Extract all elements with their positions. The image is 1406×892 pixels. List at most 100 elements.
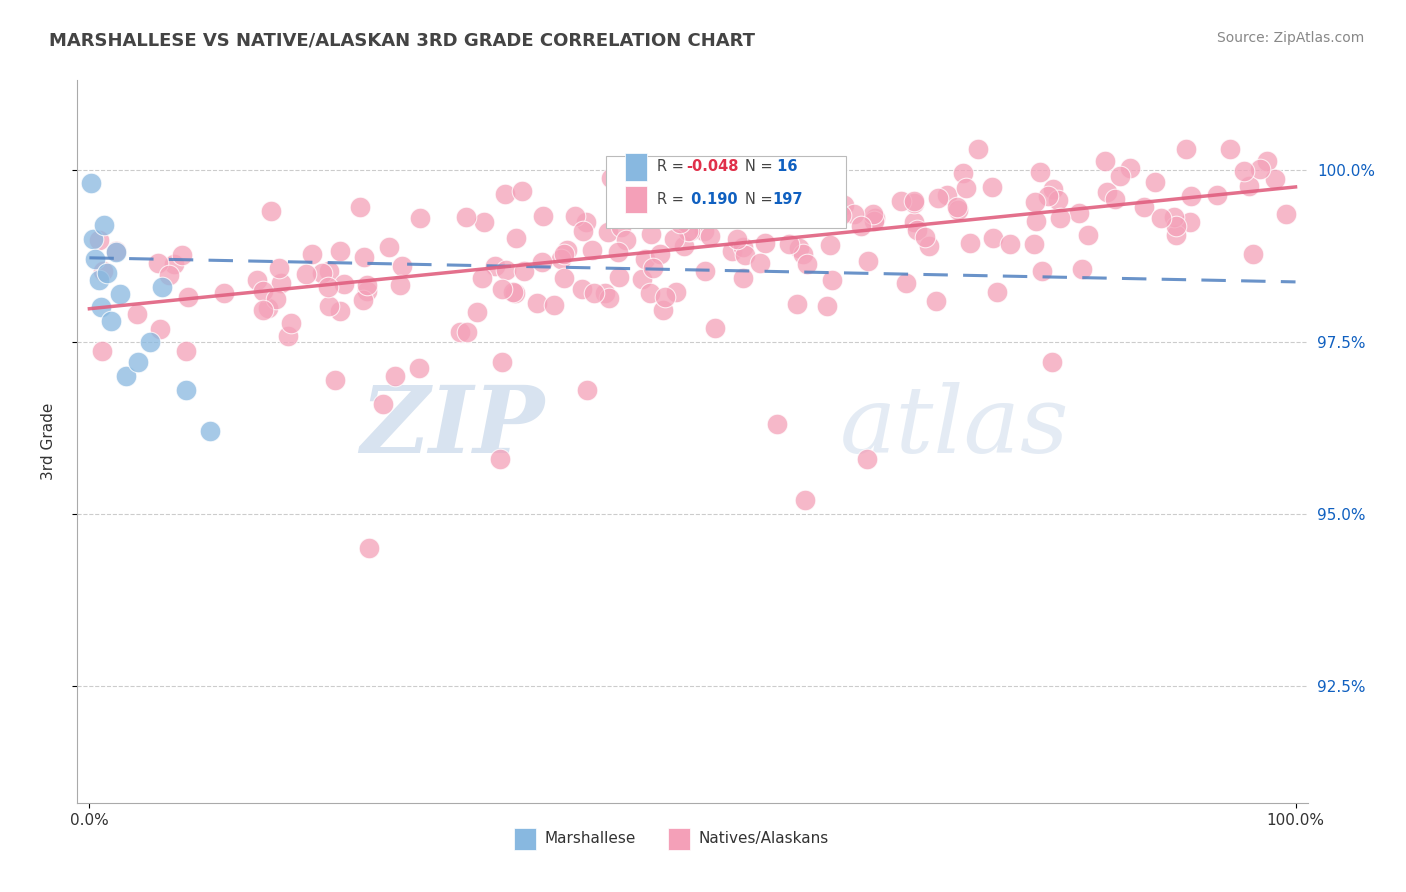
Point [821,273,844,287]
Point [793,493,815,508]
Point [91,264,114,278]
Point [301,247,323,261]
Point [157,268,180,282]
Point [1069,206,1091,220]
Point [1036,188,1059,202]
Point [329,244,352,259]
Point [87,273,110,287]
Text: R =: R = [657,192,689,207]
Point [491,355,513,369]
Point [820,237,842,252]
Point [733,240,755,254]
Text: 0.190: 0.190 [686,192,738,207]
Point [614,233,637,247]
Point [553,247,575,261]
Point [316,280,339,294]
Point [378,240,401,254]
Point [645,207,668,221]
Point [318,264,340,278]
Point [894,276,917,290]
Point [676,224,699,238]
Point [640,227,662,242]
Point [333,277,356,291]
Point [787,242,810,256]
Point [356,278,378,293]
Point [1029,165,1052,179]
Point [503,286,526,301]
Point [582,285,605,300]
Point [665,285,688,300]
Point [952,166,974,180]
Point [725,232,748,246]
Point [862,214,884,228]
FancyBboxPatch shape [668,828,690,850]
Y-axis label: 3rd Grade: 3rd Grade [42,403,56,480]
Point [693,224,716,238]
Point [980,180,1002,194]
Point [163,257,186,271]
Point [513,264,536,278]
Point [1164,228,1187,243]
Point [294,267,316,281]
Point [1219,142,1241,156]
Point [90,301,112,315]
Point [792,246,814,260]
Point [607,269,630,284]
Point [531,209,554,223]
Point [409,211,432,225]
Point [174,383,197,397]
Point [945,200,967,214]
Text: atlas: atlas [841,382,1070,472]
Point [93,218,115,232]
Point [1233,164,1256,178]
Point [174,344,197,359]
Point [815,299,838,313]
Point [1150,211,1173,226]
Point [264,292,287,306]
Point [510,185,533,199]
Point [634,252,657,266]
Point [842,207,865,221]
Text: 16: 16 [772,160,799,174]
Point [79,177,101,191]
Point [679,224,702,238]
Point [252,303,274,318]
Point [673,238,696,252]
FancyBboxPatch shape [515,828,536,850]
Point [114,369,136,384]
Point [610,220,633,235]
Point [640,285,662,300]
Point [654,290,676,304]
Point [564,210,586,224]
Point [1095,185,1118,199]
Point [598,291,620,305]
Point [170,248,193,262]
Point [721,244,744,258]
Point [797,203,820,218]
Point [108,286,131,301]
Point [502,285,524,299]
Point [917,239,939,253]
Point [384,369,406,384]
Point [449,326,471,340]
Point [489,451,512,466]
Point [1047,193,1070,207]
Point [82,231,104,245]
Point [505,230,527,244]
Point [1175,142,1198,156]
Point [1275,207,1298,221]
Point [257,301,280,315]
Point [1071,262,1094,277]
Point [84,252,107,267]
Point [148,322,170,336]
Point [1249,161,1271,176]
Point [311,266,333,280]
Point [494,186,516,201]
Point [927,191,949,205]
Point [890,194,912,208]
Point [1239,179,1261,194]
Point [1133,200,1156,214]
Text: ZIP: ZIP [360,382,546,472]
Point [465,305,488,319]
Point [998,237,1021,252]
